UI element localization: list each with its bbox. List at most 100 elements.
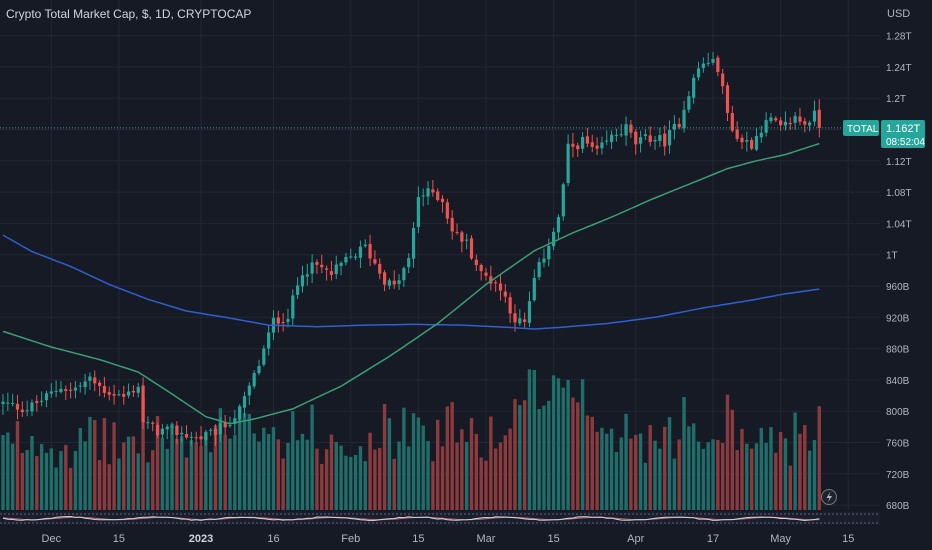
- candle-body: [213, 428, 218, 436]
- volume-bar: [146, 462, 150, 510]
- candle-body: [146, 422, 150, 424]
- volume-bar: [262, 427, 266, 510]
- candle-body: [585, 136, 590, 144]
- time-axis[interactable]: Dec 15 2023 16 Feb 15 Mar 15 Apr 17 May 15: [42, 533, 855, 545]
- volume-bar: [609, 428, 614, 510]
- volume-bar: [286, 443, 290, 510]
- candle-body: [199, 436, 203, 440]
- price-axis-label: 1.28T: [886, 32, 912, 43]
- volume-bar: [266, 434, 271, 510]
- volume-bar: [807, 450, 812, 510]
- candle-body: [735, 129, 739, 139]
- volume-bar: [30, 435, 34, 510]
- volume-bar: [445, 406, 450, 510]
- candle-body: [20, 409, 24, 413]
- volume-bar: [291, 411, 295, 510]
- candle-body: [378, 263, 382, 274]
- price-axis-label: 1.24T: [886, 63, 912, 74]
- symbol-badge: TOTAL: [847, 124, 879, 135]
- candle-body: [151, 422, 155, 424]
- volume-bar: [155, 415, 160, 510]
- candle-body: [411, 228, 416, 259]
- volume-bar: [271, 427, 276, 510]
- volume-bar: [754, 443, 759, 510]
- candle-body: [701, 63, 705, 69]
- volume-bar: [812, 440, 817, 510]
- volume-bar: [643, 462, 648, 510]
- candle-body: [184, 433, 189, 438]
- price-axis-label: 880B: [886, 345, 910, 356]
- volume-bar: [783, 438, 788, 510]
- candle-body: [542, 258, 546, 263]
- volume-bar: [426, 440, 430, 510]
- time-axis-label: Dec: [42, 533, 62, 545]
- candle-body: [745, 140, 749, 142]
- volume-bar: [595, 431, 599, 510]
- bottom-indicator-strip: [0, 512, 880, 525]
- volume-bar: [663, 426, 667, 510]
- candle-body: [83, 381, 87, 388]
- volume-bar: [73, 450, 78, 510]
- volume-bar: [585, 415, 590, 510]
- volume-bar: [170, 423, 174, 510]
- candle-body: [808, 122, 812, 126]
- volume-bar: [199, 446, 203, 510]
- volume-bar: [759, 427, 764, 510]
- chart-title: Crypto Total Market Cap, $, 1D, CRYPTOCA…: [6, 7, 251, 21]
- candle-body: [687, 96, 691, 110]
- volume-bar: [735, 450, 739, 510]
- price-axis-label: 1.04T: [886, 219, 912, 230]
- candle-body: [643, 134, 647, 137]
- candle-body: [634, 131, 638, 145]
- volume-bar: [204, 436, 208, 510]
- volume-bar: [315, 448, 319, 510]
- lightning-icon[interactable]: [821, 489, 837, 505]
- volume-bar: [223, 434, 227, 510]
- candle-body: [721, 73, 725, 87]
- price-axis[interactable]: 1.28T1.24T1.2T1.16T1.12T1.08T1.04T1T960B…: [886, 32, 912, 512]
- volume-bar: [464, 441, 469, 510]
- candle-body: [450, 217, 454, 232]
- candle-body: [402, 268, 406, 281]
- price-axis-label: 1.08T: [886, 188, 912, 199]
- candle-body: [64, 389, 68, 391]
- volume-bar: [450, 402, 454, 510]
- volume-bar: [542, 405, 546, 510]
- candle-body: [474, 259, 478, 266]
- candle-body: [817, 109, 821, 128]
- volume-bar: [648, 425, 652, 510]
- volume-bar: [503, 435, 508, 510]
- candle-body: [764, 120, 768, 133]
- candle-body: [812, 110, 817, 122]
- candle-body: [788, 122, 792, 125]
- candle-body: [706, 62, 710, 64]
- volume-bar: [363, 461, 367, 510]
- volume-bar: [247, 413, 252, 510]
- candle-body: [426, 188, 430, 197]
- volume-bar: [276, 439, 281, 510]
- candle-body: [494, 282, 498, 284]
- candle-body: [769, 117, 773, 122]
- volume-bar: [720, 442, 725, 510]
- volume-bar: [532, 369, 536, 510]
- candle-body: [774, 118, 778, 121]
- volume-bar: [233, 435, 237, 510]
- volume-bar: [54, 467, 58, 510]
- volume-bar: [344, 455, 348, 510]
- time-axis-label: Feb: [341, 533, 360, 545]
- candle-body: [489, 276, 493, 284]
- volume-bar: [745, 443, 749, 510]
- volume-bar: [368, 432, 372, 510]
- volume-bar: [658, 448, 662, 510]
- volume-bar: [431, 461, 435, 510]
- volume-bar: [387, 418, 392, 510]
- volume-bar: [788, 465, 792, 510]
- candle-body: [11, 402, 15, 404]
- candle-body: [508, 297, 512, 314]
- volume-bar: [580, 379, 585, 510]
- volume-bar: [78, 428, 82, 510]
- candle-body: [310, 262, 314, 274]
- volume-bar: [600, 427, 604, 510]
- volume-bar: [194, 442, 198, 510]
